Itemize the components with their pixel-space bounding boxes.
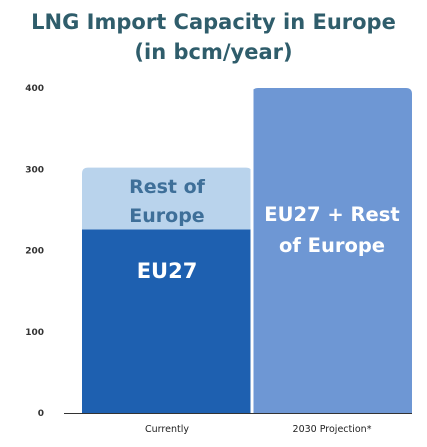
y-tick-label-300: 300 [25,165,44,175]
x-category-label-1: 2030 Projection* [293,424,372,435]
chart-title-line-1: LNG Import Capacity in Europe [31,10,396,34]
y-tick-label-200: 200 [25,247,44,257]
segment-label-rest-of-europe-line-2: Europe [129,205,204,227]
segment-label-eu27: EU27 [137,259,198,283]
y-tick-label-400: 400 [25,84,44,94]
segment-label-eu27-rest-line-1: EU27 + Rest [264,203,399,226]
chart-title-line-2: (in bcm/year) [134,40,293,64]
bar-segment-rest-of-europe [82,167,252,230]
y-tick-label-0: 0 [38,409,44,419]
x-category-label-0: Currently [145,424,189,435]
segment-label-rest-of-europe-line-1: Rest of [129,176,206,198]
bar-segment-eu27 [82,229,252,413]
segment-label-eu27-rest-line-2: of Europe [279,234,385,257]
bar-segment-eu27-rest-of-europe [252,88,412,413]
y-tick-label-100: 100 [25,328,44,338]
